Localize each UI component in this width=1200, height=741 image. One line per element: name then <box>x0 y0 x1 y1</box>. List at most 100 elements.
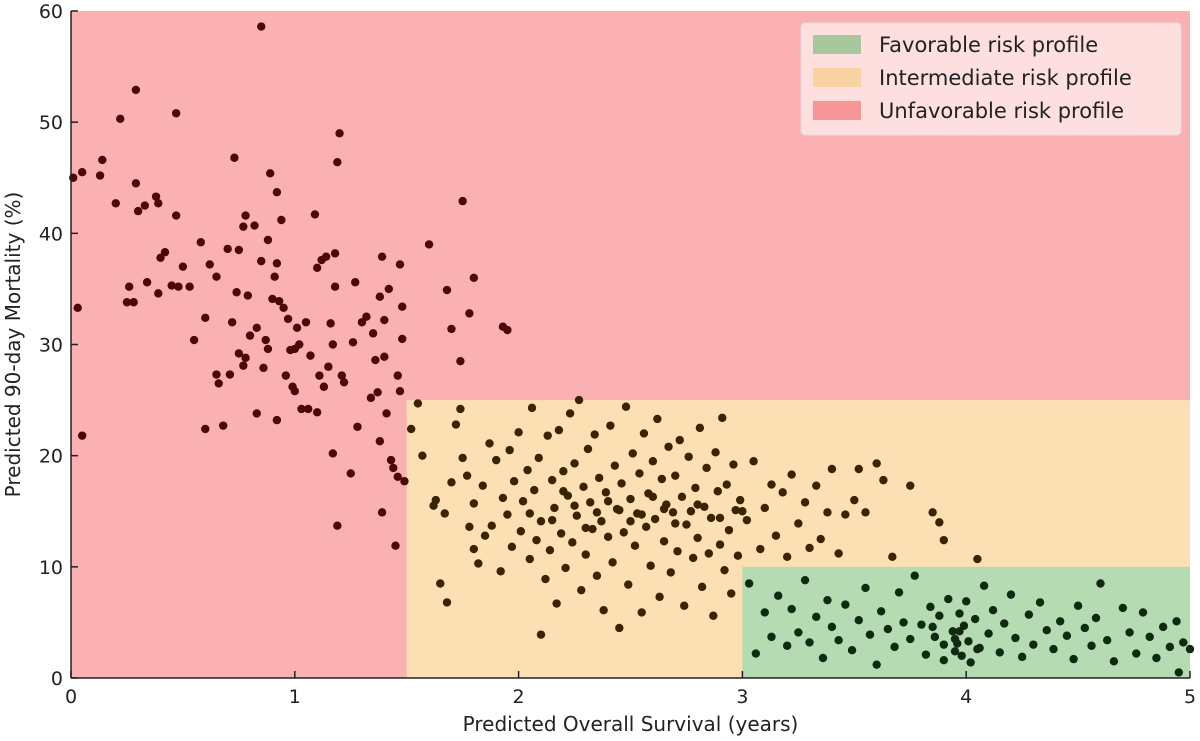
point-favorable <box>767 632 776 642</box>
point-unfavorable <box>380 315 389 325</box>
point-favorable <box>1132 649 1141 658</box>
point-unfavorable <box>259 363 268 373</box>
point-intermediate <box>756 544 765 554</box>
point-favorable <box>1125 628 1134 637</box>
point-intermediate <box>684 452 693 461</box>
point-favorable <box>1062 631 1072 640</box>
point-unfavorable <box>465 309 474 318</box>
point-unfavorable <box>225 370 235 379</box>
point-favorable <box>1165 642 1175 652</box>
point-intermediate <box>668 508 678 517</box>
point-intermediate <box>653 414 662 424</box>
point-unfavorable <box>95 171 105 180</box>
point-intermediate <box>487 521 496 530</box>
point-unfavorable <box>205 260 214 269</box>
point-unfavorable <box>272 259 282 268</box>
point-intermediate <box>561 563 570 573</box>
point-intermediate <box>590 430 599 439</box>
legend-item-unfavorable: Unfavorable risk profile <box>879 99 1124 123</box>
point-favorable <box>865 630 875 639</box>
point-intermediate <box>583 444 593 454</box>
y-tick-label: 50 <box>39 112 63 134</box>
x-axis-title: Predicted Overall Survival (years) <box>463 712 799 736</box>
point-favorable <box>988 605 998 615</box>
point-unfavorable <box>124 282 134 291</box>
point-favorable <box>1109 657 1119 666</box>
point-favorable <box>899 618 908 627</box>
legend-swatch <box>813 35 861 54</box>
point-unfavorable <box>154 289 163 298</box>
point-intermediate <box>816 534 825 544</box>
point-intermediate <box>603 497 613 506</box>
point-unfavorable <box>351 278 360 287</box>
point-intermediate <box>686 507 696 516</box>
point-unfavorable <box>171 211 181 220</box>
point-intermediate <box>534 453 543 463</box>
point-intermediate <box>767 480 776 489</box>
point-unfavorable <box>315 371 324 380</box>
point-unfavorable <box>366 393 376 403</box>
point-favorable <box>800 575 810 585</box>
point-intermediate <box>599 605 608 615</box>
point-intermediate <box>713 487 722 496</box>
point-favorable <box>1145 632 1154 642</box>
point-intermediate <box>505 445 514 455</box>
point-unfavorable <box>447 324 456 334</box>
x-tick-label: 3 <box>736 686 748 708</box>
point-intermediate <box>547 515 557 525</box>
point-unfavorable <box>310 210 320 219</box>
point-favorable <box>950 647 960 656</box>
point-favorable <box>1011 633 1020 643</box>
point-favorable <box>1096 579 1105 588</box>
point-intermediate <box>727 589 736 598</box>
point-favorable <box>973 644 982 654</box>
point-intermediate <box>592 508 602 517</box>
point-favorable <box>1069 654 1078 664</box>
point-unfavorable <box>257 256 266 266</box>
point-unfavorable <box>333 157 342 167</box>
point-intermediate <box>657 474 667 484</box>
point-unfavorable <box>167 281 176 290</box>
point-unfavorable <box>391 541 400 550</box>
point-favorable <box>872 660 881 669</box>
point-unfavorable <box>98 155 107 165</box>
y-tick-label: 60 <box>39 1 63 23</box>
point-intermediate <box>516 527 526 536</box>
point-intermediate <box>655 592 664 602</box>
point-favorable <box>955 609 964 618</box>
point-unfavorable <box>335 129 344 138</box>
point-intermediate <box>709 611 718 620</box>
point-intermediate <box>648 492 658 501</box>
point-favorable <box>751 649 761 658</box>
point-intermediate <box>509 477 519 486</box>
point-intermediate <box>906 481 915 490</box>
point-favorable <box>1073 601 1083 610</box>
point-intermediate <box>456 404 465 414</box>
point-intermediate <box>523 465 532 475</box>
point-unfavorable <box>154 199 163 208</box>
point-intermediate <box>597 517 606 526</box>
point-favorable <box>787 604 796 614</box>
point-intermediate <box>671 471 680 480</box>
legend-box <box>800 22 1182 136</box>
point-unfavorable <box>395 386 405 396</box>
point-favorable <box>930 632 940 642</box>
point-unfavorable <box>257 22 266 31</box>
point-intermediate <box>637 510 646 519</box>
point-intermediate <box>554 425 564 435</box>
point-unfavorable <box>263 235 273 245</box>
point-intermediate <box>581 523 590 533</box>
point-intermediate <box>577 585 586 595</box>
point-intermediate <box>782 552 792 562</box>
point-favorable <box>957 651 966 660</box>
point-intermediate <box>572 511 581 520</box>
point-favorable <box>1000 619 1009 628</box>
point-unfavorable <box>241 211 250 220</box>
point-unfavorable <box>339 378 349 387</box>
point-unfavorable <box>326 319 335 328</box>
point-intermediate <box>617 479 626 488</box>
point-intermediate <box>492 455 501 465</box>
point-intermediate <box>525 509 534 518</box>
y-tick-label: 40 <box>39 223 63 245</box>
point-unfavorable <box>250 221 259 230</box>
